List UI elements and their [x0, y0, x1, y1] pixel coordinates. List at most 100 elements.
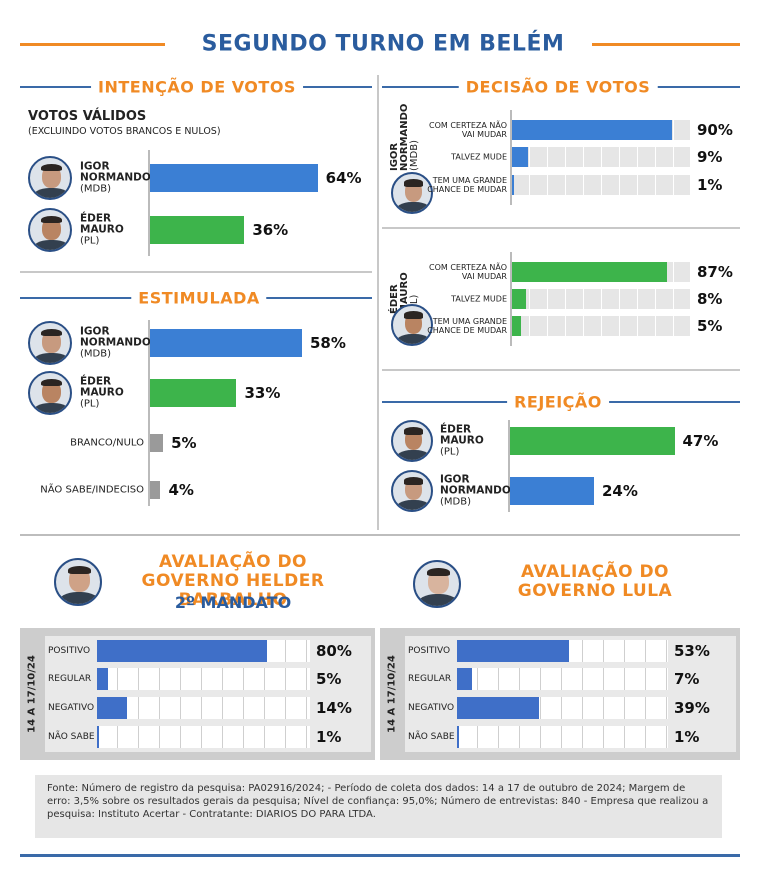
bar-track [97, 726, 310, 748]
avatar-head [404, 181, 423, 203]
candidate-name: IGOR NORMANDO [440, 473, 511, 497]
bar [150, 379, 237, 407]
series-party: (MDB) [409, 140, 420, 171]
category-label: BRANCO/NULO [70, 437, 144, 449]
bar [512, 262, 667, 282]
rule [20, 42, 165, 46]
bar [512, 147, 529, 167]
avatar [28, 371, 72, 415]
period: 14 A 17/10/24 [26, 655, 38, 733]
candidate-party: (PL) [440, 446, 460, 458]
candidate-name: IGOR NORMANDO [80, 325, 151, 349]
avatar-body [32, 352, 70, 363]
bar [510, 477, 594, 505]
value-label: 47% [682, 432, 719, 450]
candidate-party: (PL) [80, 235, 100, 247]
avatar-hair [41, 215, 62, 224]
value-label: 7% [674, 670, 700, 688]
candidate-party: (PL) [80, 398, 100, 410]
avatar [28, 156, 72, 200]
avatar-head [42, 380, 61, 403]
category-label: TALVEZ MUDE [451, 294, 507, 304]
avatar-body [32, 402, 70, 413]
page-title: SEGUNDO TURNO EM BELÉM [201, 31, 565, 57]
bar [150, 329, 302, 357]
avatar-head [404, 429, 423, 451]
value-label: 24% [602, 482, 638, 500]
category-label: POSITIVO [408, 646, 451, 656]
bar-track [97, 668, 310, 690]
avatar [391, 172, 433, 214]
avatar-hair [41, 378, 62, 387]
avatar-body [417, 594, 459, 606]
chart-title: AVALIAÇÃO DO GOVERNO HELDER BARBALHO [141, 552, 325, 610]
avatar [54, 558, 102, 606]
candidate-label: IGOR NORMANDO (MDB) [440, 473, 511, 508]
rule [20, 271, 372, 273]
avatar-body [32, 239, 70, 250]
bar [457, 668, 472, 690]
candidate-party: (MDB) [440, 496, 471, 508]
category-label: REGULAR [408, 674, 452, 684]
category-label: REGULAR [48, 674, 92, 684]
avatar [391, 420, 433, 462]
avatar-head [42, 217, 61, 240]
axis-line [510, 252, 512, 346]
avatar-hair [427, 568, 450, 577]
category-label: NÃO SABE [48, 732, 95, 742]
axis-line [148, 150, 150, 256]
value-label: 64% [325, 169, 362, 187]
avatar [391, 304, 433, 346]
avatar [28, 321, 72, 365]
bar-track [512, 147, 690, 167]
value-label: 4% [168, 481, 194, 499]
category-label: TALVEZ MUDE [451, 152, 507, 162]
value-label: 58% [309, 334, 346, 352]
bar [150, 216, 245, 244]
series-label: IGOR NORMANDO (MDB) [389, 99, 420, 171]
bar [457, 640, 569, 662]
candidate-label: IGOR NORMANDO (MDB) [80, 161, 151, 195]
value-label: 90% [697, 121, 733, 139]
category-label: POSITIVO [48, 646, 91, 656]
avatar-body [395, 202, 431, 212]
avatar-hair [403, 477, 424, 485]
bar [150, 164, 318, 192]
category-label: COM CERTEZA NÃO VAI MUDAR [429, 121, 507, 139]
bar-track [457, 726, 668, 748]
value-label: 14% [316, 699, 352, 717]
avatar-head [42, 165, 61, 188]
bar [510, 427, 675, 455]
category-label: NÃO SABE/INDECISO [40, 484, 144, 496]
bar [97, 640, 268, 662]
bar-track [512, 175, 690, 195]
bar-track [512, 289, 690, 309]
bar-track [457, 668, 668, 690]
avatar [28, 208, 72, 252]
value-label: 1% [697, 176, 723, 194]
chart-title: AVALIAÇÃO DO GOVERNO LULA [517, 562, 673, 601]
avatar-body [395, 334, 431, 344]
category-label: NEGATIVO [48, 703, 95, 713]
avatar-body [395, 450, 431, 460]
value-label: 33% [244, 384, 281, 402]
bar [150, 434, 164, 452]
rule [592, 42, 740, 46]
avatar-head [42, 330, 61, 353]
bar [512, 289, 527, 309]
category-label: TEM UMA GRANDE CHANCE DE MUDAR [427, 317, 507, 335]
bar [457, 726, 460, 748]
candidate-party: (MDB) [80, 183, 111, 195]
avatar-body [58, 592, 100, 604]
value-label: 5% [171, 434, 197, 452]
avatar-head [69, 568, 90, 593]
value-label: 80% [316, 642, 352, 660]
value-label: 36% [252, 221, 289, 239]
subtitle: VOTOS VÁLIDOS [28, 109, 147, 124]
value-label: 87% [697, 263, 733, 281]
avatar-body [32, 187, 70, 198]
axis-line [148, 320, 150, 506]
series-name: ÉDER MAURO [389, 272, 410, 314]
bar [512, 316, 521, 336]
